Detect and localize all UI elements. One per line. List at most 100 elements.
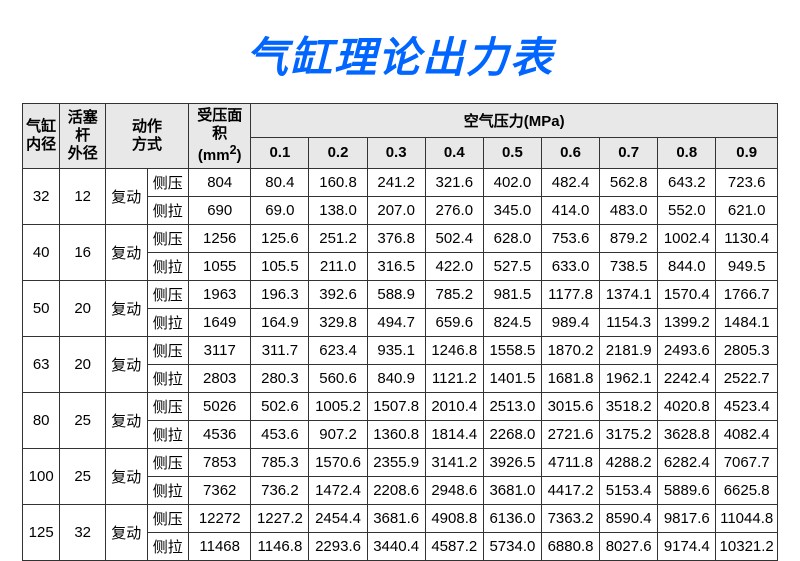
cell-value: 5734.0 — [483, 533, 541, 561]
cell-value: 723.6 — [716, 169, 778, 197]
cell-value: 1002.4 — [658, 225, 716, 253]
cell-value: 207.0 — [367, 197, 425, 225]
cell-value: 560.6 — [309, 365, 367, 393]
cell-area: 5026 — [189, 393, 251, 421]
cell-value: 4417.2 — [541, 477, 599, 505]
cell-area: 7362 — [189, 477, 251, 505]
table-container: 气缸内径 活塞杆外径 动作方式 受压面积(mm2) 空气压力(MPa) 0.1 … — [0, 103, 800, 561]
cell-value: 1472.4 — [309, 477, 367, 505]
cell-value: 1360.8 — [367, 421, 425, 449]
cell-action-mode: 复动 — [106, 225, 148, 281]
cell-value: 1558.5 — [483, 337, 541, 365]
cell-value: 1570.4 — [658, 281, 716, 309]
header-pressure-1: 0.2 — [309, 137, 367, 168]
cell-action-mode: 复动 — [106, 393, 148, 449]
cell-value: 105.5 — [251, 253, 309, 281]
cell-value: 8590.4 — [600, 505, 658, 533]
cell-value: 241.2 — [367, 169, 425, 197]
cell-value: 6625.8 — [716, 477, 778, 505]
cell-inner-diameter: 125 — [23, 505, 60, 561]
table-header: 气缸内径 活塞杆外径 动作方式 受压面积(mm2) 空气压力(MPa) 0.1 … — [23, 104, 778, 169]
cell-rod-diameter: 20 — [60, 337, 106, 393]
cell-value: 1814.4 — [425, 421, 483, 449]
cell-inner-diameter: 80 — [23, 393, 60, 449]
cell-value: 643.2 — [658, 169, 716, 197]
cell-value: 69.0 — [251, 197, 309, 225]
cell-value: 1962.1 — [600, 365, 658, 393]
cell-value: 3141.2 — [425, 449, 483, 477]
header-pressure-0: 0.1 — [251, 137, 309, 168]
cell-value: 879.2 — [600, 225, 658, 253]
cell-detail-push: 侧压 — [147, 225, 189, 253]
cell-value: 7363.2 — [541, 505, 599, 533]
cell-area: 1055 — [189, 253, 251, 281]
cell-value: 9174.4 — [658, 533, 716, 561]
cell-value: 402.0 — [483, 169, 541, 197]
table-row: 8025复动侧压5026502.61005.21507.82010.42513.… — [23, 393, 778, 421]
cell-area: 7853 — [189, 449, 251, 477]
cell-value: 2268.0 — [483, 421, 541, 449]
cell-value: 2454.4 — [309, 505, 367, 533]
cell-area: 4536 — [189, 421, 251, 449]
cell-detail-pull: 侧拉 — [147, 421, 189, 449]
cell-action-mode: 复动 — [106, 281, 148, 337]
cell-rod-diameter: 25 — [60, 449, 106, 505]
cell-value: 2242.4 — [658, 365, 716, 393]
cell-value: 4711.8 — [541, 449, 599, 477]
cell-value: 949.5 — [716, 253, 778, 281]
cell-detail-pull: 侧拉 — [147, 365, 189, 393]
cell-value: 6880.8 — [541, 533, 599, 561]
cell-detail-push: 侧压 — [147, 505, 189, 533]
cell-detail-pull: 侧拉 — [147, 309, 189, 337]
cell-area: 3117 — [189, 337, 251, 365]
cell-value: 2805.3 — [716, 337, 778, 365]
table-row: 12532复动侧压122721227.22454.43681.64908.861… — [23, 505, 778, 533]
cell-value: 80.4 — [251, 169, 309, 197]
cell-value: 9817.6 — [658, 505, 716, 533]
header-pressure-8: 0.9 — [716, 137, 778, 168]
cell-value: 125.6 — [251, 225, 309, 253]
cell-value: 3681.6 — [367, 505, 425, 533]
cell-value: 736.2 — [251, 477, 309, 505]
cell-value: 2293.6 — [309, 533, 367, 561]
table-body: 3212复动侧压80480.4160.8241.2321.6402.0482.4… — [23, 169, 778, 561]
cell-value: 1121.2 — [425, 365, 483, 393]
cell-value: 3440.4 — [367, 533, 425, 561]
cell-value: 1227.2 — [251, 505, 309, 533]
cell-value: 935.1 — [367, 337, 425, 365]
cell-value: 502.6 — [251, 393, 309, 421]
header-pressure-5: 0.6 — [541, 137, 599, 168]
cell-value: 562.8 — [600, 169, 658, 197]
cell-action-mode: 复动 — [106, 169, 148, 225]
cell-value: 633.0 — [541, 253, 599, 281]
cell-value: 785.3 — [251, 449, 309, 477]
cell-value: 552.0 — [658, 197, 716, 225]
cell-value: 1507.8 — [367, 393, 425, 421]
cell-value: 1246.8 — [425, 337, 483, 365]
cell-inner-diameter: 50 — [23, 281, 60, 337]
header-rod-diameter: 活塞杆外径 — [60, 104, 106, 169]
cell-value: 1130.4 — [716, 225, 778, 253]
cell-area: 12272 — [189, 505, 251, 533]
cell-value: 483.0 — [600, 197, 658, 225]
cell-value: 164.9 — [251, 309, 309, 337]
cell-detail-pull: 侧拉 — [147, 477, 189, 505]
cell-value: 2010.4 — [425, 393, 483, 421]
cell-value: 1177.8 — [541, 281, 599, 309]
header-pressure-area: 受压面积(mm2) — [189, 104, 251, 169]
header-pressure-7: 0.8 — [658, 137, 716, 168]
cell-value: 392.6 — [309, 281, 367, 309]
cell-rod-diameter: 32 — [60, 505, 106, 561]
cell-value: 907.2 — [309, 421, 367, 449]
cell-value: 502.4 — [425, 225, 483, 253]
cell-value: 2522.7 — [716, 365, 778, 393]
cell-value: 345.0 — [483, 197, 541, 225]
cell-detail-push: 侧压 — [147, 169, 189, 197]
cell-value: 316.5 — [367, 253, 425, 281]
cell-inner-diameter: 100 — [23, 449, 60, 505]
cell-value: 2181.9 — [600, 337, 658, 365]
cell-value: 3175.2 — [600, 421, 658, 449]
header-pressure-2: 0.3 — [367, 137, 425, 168]
header-inner-diameter: 气缸内径 — [23, 104, 60, 169]
cell-value: 621.0 — [716, 197, 778, 225]
